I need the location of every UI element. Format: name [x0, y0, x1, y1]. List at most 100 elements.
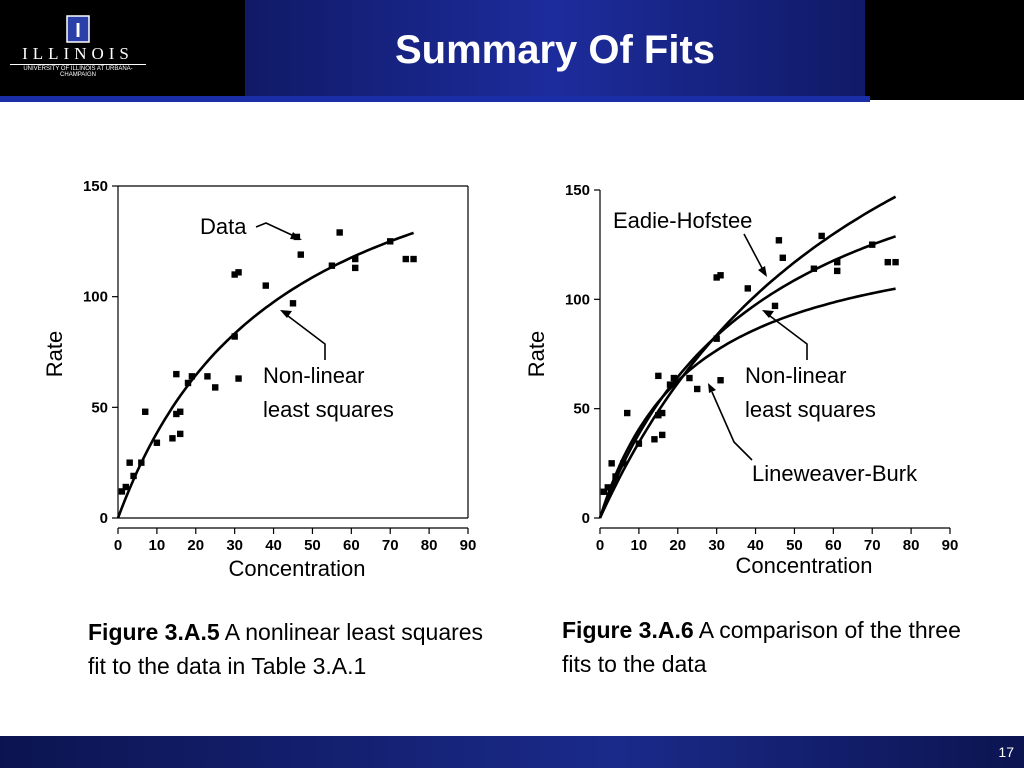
data-point — [138, 459, 145, 466]
chart-points — [118, 229, 417, 495]
x-tick-label: 90 — [942, 537, 959, 554]
annotation-least-squares: least squares — [263, 397, 394, 422]
x-tick-label: 30 — [708, 537, 725, 554]
x-tick-label: 0 — [596, 537, 604, 554]
data-point — [869, 241, 876, 248]
data-point — [142, 408, 149, 415]
data-point — [410, 255, 417, 263]
figure-caption-3a6: Figure 3.A.6 A comparison of the three f… — [562, 613, 962, 681]
data-point — [670, 374, 678, 382]
annotation-data-arrow — [255, 222, 295, 237]
x-tick-label: 50 — [304, 537, 321, 554]
data-point — [834, 258, 841, 266]
y-axis-label: Rate — [524, 331, 549, 377]
data-point — [686, 374, 693, 382]
annotation-nonlinear-arrow — [287, 315, 326, 360]
y-tick-label: 150 — [83, 178, 108, 195]
data-point — [235, 269, 242, 276]
block-i-icon: I — [66, 15, 90, 43]
data-point — [666, 381, 674, 388]
x-axis-label: Concentration — [229, 556, 366, 581]
y-tick-label: 50 — [573, 401, 590, 418]
data-point — [177, 408, 184, 415]
chart-points — [600, 232, 899, 495]
header-rule — [0, 96, 870, 102]
data-point — [600, 488, 608, 495]
data-point — [122, 483, 129, 491]
data-point — [231, 271, 238, 278]
caption-text: A comparison of the three fits to the da… — [562, 617, 961, 677]
data-point — [717, 272, 724, 279]
annotation-least-squares: least squares — [745, 397, 876, 422]
data-point — [262, 282, 269, 289]
x-tick-label: 20 — [187, 537, 204, 554]
x-axis-label: Concentration — [736, 553, 873, 578]
annotation-lineweaver-arrowhead — [708, 383, 716, 393]
y-tick-label: 150 — [565, 182, 590, 199]
data-point — [713, 274, 720, 281]
y-axis-label: Rate — [42, 331, 67, 377]
chart-axes: 0 50 100 150 0 10 20 30 40 50 60 70 80 90 — [83, 178, 476, 554]
x-tick-label: 60 — [343, 537, 360, 554]
chart-annotations: Data Non-linear least squares — [200, 214, 394, 422]
x-tick-label: 20 — [669, 537, 686, 554]
fit-curve-non-linear-least-squares — [116, 231, 415, 519]
annotation-nonlinear-arrowhead — [762, 310, 774, 318]
data-point — [892, 258, 899, 266]
data-point — [212, 384, 219, 391]
x-tick-label: 90 — [460, 537, 477, 554]
data-point — [608, 460, 615, 467]
data-point — [655, 372, 662, 380]
data-point — [624, 409, 631, 417]
x-tick-label: 80 — [903, 537, 920, 554]
data-point — [289, 300, 297, 307]
data-point — [694, 385, 701, 393]
data-point — [620, 460, 627, 467]
chart-fit-comparison: 0 50 100 150 0 10 20 30 40 50 60 70 80 90 Eadie-Hofst… — [524, 182, 959, 578]
page-number: 17 — [998, 744, 1014, 760]
annotation-eadie-arrowhead — [758, 266, 767, 277]
data-point — [604, 484, 611, 491]
data-point — [352, 264, 359, 272]
data-point — [336, 229, 343, 236]
chart-nonlinear-fit: 0 50 100 150 0 10 20 30 40 50 60 70 80 90 Data Non-li… — [42, 178, 476, 581]
logo-subtitle: UNIVERSITY OF ILLINOIS AT URBANA-CHAMPAI… — [23, 66, 133, 78]
chart-curves — [116, 231, 415, 519]
data-point — [612, 473, 619, 480]
annotation-eadie-hofstee: Eadie-Hofstee — [613, 208, 752, 233]
caption-text: A nonlinear least squares fit to the dat… — [88, 619, 484, 679]
x-tick-label: 70 — [382, 537, 399, 554]
block-i-letter: I — [75, 20, 81, 42]
data-point — [717, 377, 724, 384]
data-point — [818, 232, 825, 240]
data-point — [173, 410, 180, 418]
data-point — [834, 267, 841, 275]
header-band — [245, 0, 865, 96]
data-point — [328, 262, 336, 269]
x-tick-label: 30 — [226, 537, 243, 554]
annotation-nonlinear: Non-linear — [745, 363, 847, 388]
data-point — [173, 370, 180, 378]
data-point — [126, 459, 133, 466]
x-tick-label: 0 — [114, 537, 122, 554]
x-tick-label: 80 — [421, 537, 438, 554]
annotation-data-arrowhead — [290, 232, 302, 240]
data-point — [659, 431, 666, 439]
annotation-data: Data — [200, 214, 247, 239]
logo-wordmark: ILLINOIS — [22, 44, 134, 63]
fit-curve-eadie-hofstee — [598, 195, 897, 519]
data-point — [177, 430, 184, 438]
data-point — [713, 335, 720, 342]
annotation-nonlinear-arrowhead — [280, 310, 292, 318]
data-point — [184, 379, 192, 387]
data-point — [235, 375, 242, 382]
chart-curves — [598, 195, 897, 519]
annotation-eadie-arrow — [743, 233, 763, 269]
data-point — [231, 333, 238, 340]
y-tick-label: 100 — [565, 291, 590, 308]
data-point — [771, 302, 779, 310]
annotation-nonlinear: Non-linear — [263, 363, 365, 388]
x-tick-label: 10 — [149, 537, 166, 554]
data-point — [659, 409, 666, 417]
logo-divider — [10, 64, 146, 65]
